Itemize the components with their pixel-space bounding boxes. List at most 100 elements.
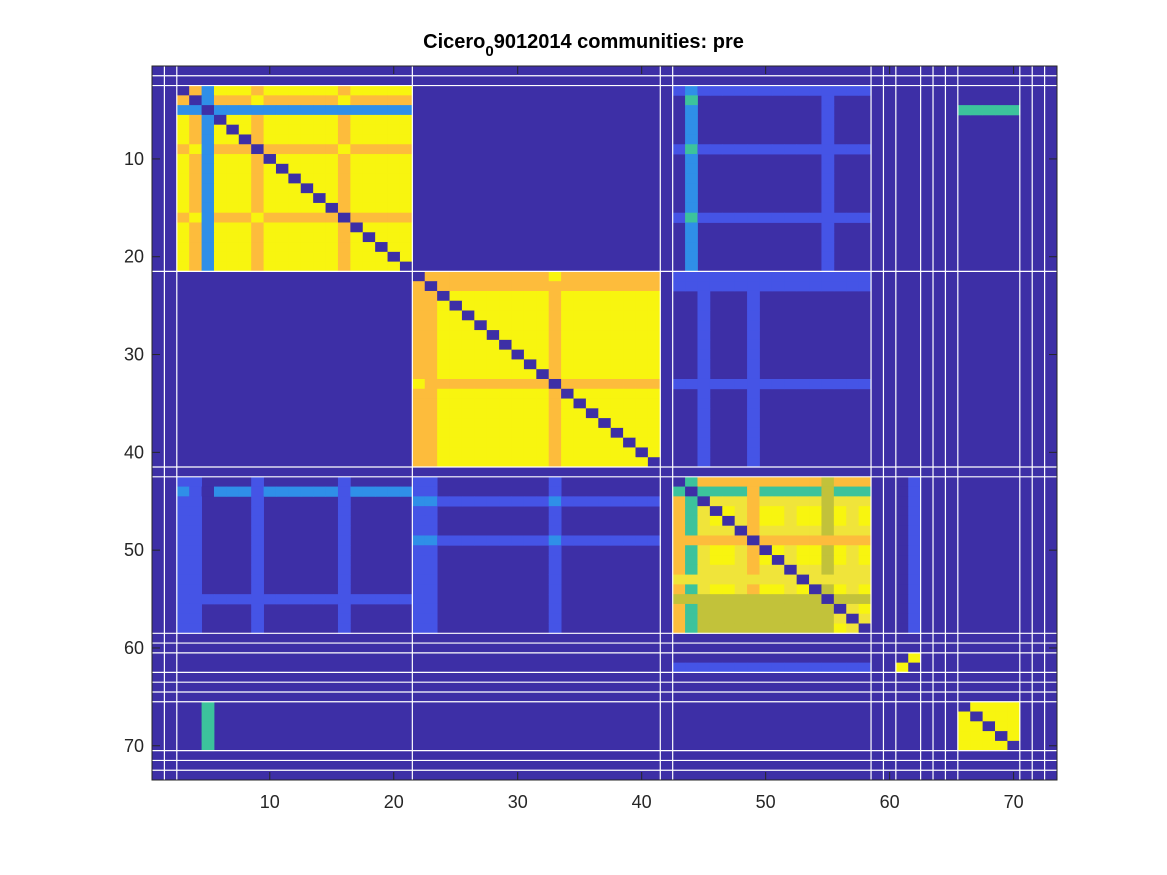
heatmap-cell [523, 290, 537, 302]
heatmap-cell [796, 271, 810, 282]
axes-box [151, 65, 1058, 781]
heatmap-cell [499, 437, 512, 448]
heatmap-cell [635, 320, 649, 331]
heatmap-cell [238, 222, 252, 233]
heatmap-cell [536, 437, 550, 448]
heatmap-cell [598, 427, 612, 439]
heatmap-cell [821, 378, 835, 390]
heatmap-cell [561, 496, 574, 507]
heatmap-cell [548, 623, 562, 634]
heatmap-cell [424, 515, 438, 527]
heatmap-cell [957, 711, 971, 722]
heatmap-cell [610, 320, 624, 331]
heatmap-cell [561, 330, 574, 341]
heatmap-cell [238, 163, 252, 174]
heatmap-cell [709, 486, 723, 497]
heatmap-cell [437, 349, 450, 360]
heatmap-cell [722, 603, 736, 615]
heatmap-cell [548, 603, 562, 615]
heatmap-cell [313, 124, 326, 135]
heatmap-cell [226, 594, 240, 605]
heatmap-cell [350, 261, 364, 272]
heatmap-cell [685, 134, 698, 145]
heatmap-cell [226, 95, 240, 106]
heatmap-cell [833, 378, 847, 390]
heatmap-cell [1007, 740, 1021, 752]
heatmap-cell [821, 486, 835, 497]
heatmap-cell [399, 486, 413, 497]
heatmap-cell [424, 506, 438, 517]
heatmap-cell [474, 310, 488, 321]
heatmap-cell [734, 662, 748, 673]
heatmap-cell [474, 339, 488, 351]
heatmap-cell [337, 584, 351, 595]
heatmap-cell [387, 85, 401, 96]
heatmap-cell [461, 496, 475, 507]
heatmap-cell [251, 496, 264, 507]
heatmap-cell [821, 584, 835, 595]
heatmap-cell [833, 613, 847, 624]
heatmap-cell [759, 584, 773, 595]
heatmap-cell [598, 369, 612, 380]
heatmap-cell [412, 447, 426, 458]
heatmap-cell [499, 369, 512, 380]
heatmap-cell [536, 447, 550, 458]
heatmap-cell [449, 398, 463, 409]
heatmap-cell [424, 271, 438, 282]
heatmap-cell [846, 603, 860, 615]
heatmap-cell [424, 349, 438, 360]
heatmap-cell [499, 398, 512, 409]
heatmap-cell [251, 163, 264, 174]
heatmap-cell [585, 447, 599, 458]
heatmap-cell [362, 154, 376, 165]
heatmap-cell [275, 85, 289, 96]
heatmap-cell [337, 242, 351, 253]
heatmap-cell [697, 212, 711, 223]
heatmap-cell [288, 114, 302, 126]
heatmap-cell [213, 154, 227, 165]
heatmap-cell [424, 320, 438, 331]
heatmap-cell [548, 281, 562, 292]
heatmap-cell [548, 300, 562, 311]
heatmap-cell [474, 398, 488, 409]
heatmap-cell [821, 193, 835, 204]
heatmap-cell [796, 603, 810, 615]
heatmap-cell [722, 212, 736, 223]
heatmap-cell [511, 300, 525, 311]
heatmap-cell [189, 144, 202, 155]
heatmap-cell [412, 584, 426, 595]
heatmap-cell [784, 476, 798, 487]
heatmap-cell [908, 555, 922, 566]
title-rest: 9012014 communities: pre [494, 31, 744, 53]
heatmap-cell [846, 574, 860, 585]
heatmap-cell [275, 212, 289, 223]
heatmap-cell [300, 594, 314, 605]
heatmap-cell [437, 418, 450, 429]
heatmap-cell [685, 613, 698, 624]
heatmap-cell [821, 281, 835, 292]
heatmap-cell [709, 212, 723, 223]
heatmap-cell [288, 251, 302, 263]
heatmap-cell [957, 731, 971, 742]
heatmap-cell [722, 476, 736, 487]
heatmap-cell [176, 95, 190, 106]
heatmap-cell [325, 202, 339, 214]
heatmap-cell [796, 85, 810, 96]
heatmap-cell [685, 163, 698, 174]
heatmap-cell [399, 193, 413, 204]
heatmap-cell [771, 662, 785, 673]
heatmap-cell [511, 310, 525, 321]
heatmap-cell [412, 418, 426, 429]
heatmap-cell [610, 398, 624, 409]
heatmap-cell [685, 124, 698, 135]
heatmap-cell [821, 163, 835, 174]
heatmap-cell [536, 496, 550, 507]
heatmap-cell [300, 251, 314, 263]
heatmap-cell [647, 388, 661, 399]
heatmap-cell [499, 447, 512, 458]
heatmap-cell [437, 398, 450, 409]
heatmap-cell [461, 388, 475, 399]
heatmap-cell [536, 398, 550, 409]
heatmap-cell [238, 134, 252, 145]
heatmap-cell [623, 378, 636, 390]
